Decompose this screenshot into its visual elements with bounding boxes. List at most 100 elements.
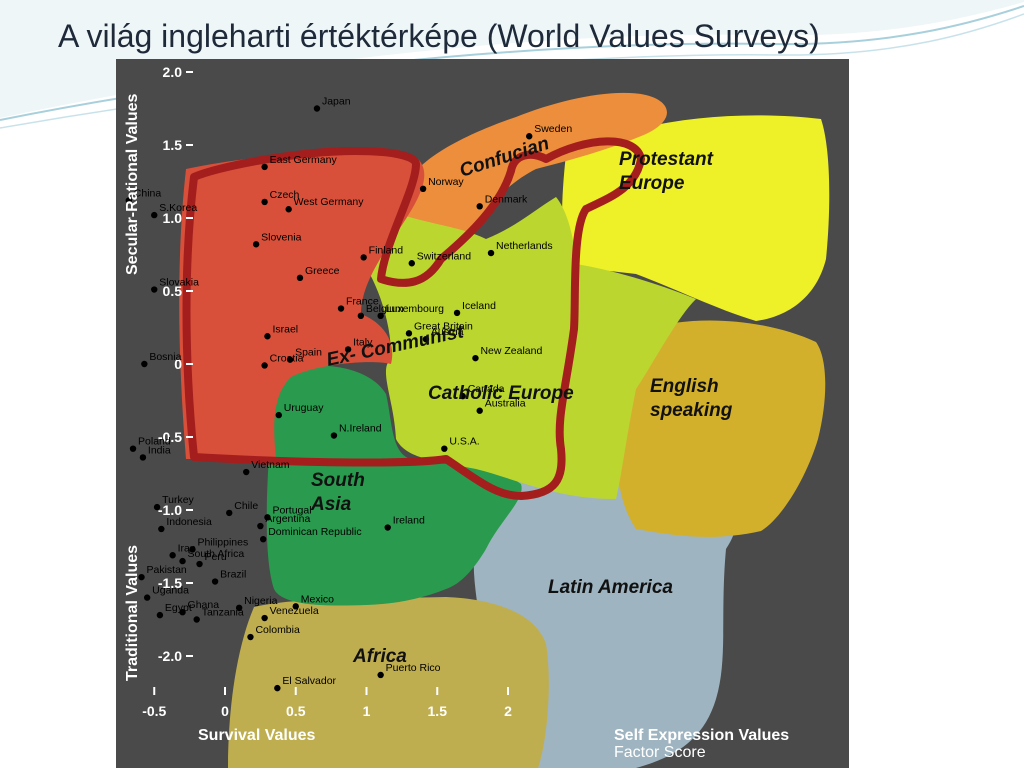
point-marker (139, 454, 147, 461)
point-label: Tanzania (202, 607, 244, 619)
point-label: Norway (428, 176, 464, 188)
point-label: Brazil (220, 569, 246, 581)
point-label: Ghana (188, 599, 220, 611)
point-label: Spain (295, 347, 322, 359)
point-marker (257, 522, 264, 530)
point-label: Denmark (485, 193, 528, 205)
point-marker (151, 286, 158, 293)
point-marker (153, 503, 161, 511)
point-label: Italy (353, 336, 373, 348)
y-tick-label: -2.0 (158, 648, 182, 664)
slide-title: A világ ingleharti értéktérképe (World V… (58, 18, 820, 54)
point-marker (156, 611, 164, 619)
point-label: Czech (270, 189, 300, 201)
region-confucian (396, 92, 667, 266)
region-ex-communist (179, 153, 425, 460)
point-marker (441, 445, 448, 452)
point-label: Uruguay (284, 402, 324, 414)
y-tick-label: -1.0 (158, 502, 182, 518)
point-label: New Zealand (480, 345, 542, 357)
point-marker (125, 197, 132, 204)
point-marker (247, 633, 254, 641)
point-label: Austria (431, 326, 464, 338)
point-marker (189, 546, 196, 553)
point-label: Israel (272, 323, 298, 335)
region-label: English speaking (650, 376, 733, 421)
point-label: Iran (178, 542, 196, 554)
point-label: Luxembourg (386, 303, 445, 315)
point-marker (158, 525, 165, 533)
point-label: China (134, 187, 162, 199)
point-marker (252, 241, 260, 248)
point-marker (274, 684, 281, 692)
y-tick-label: -0.5 (158, 429, 182, 445)
point-label: Finland (369, 244, 404, 256)
point-label: Pakistan (147, 564, 187, 576)
point-marker (226, 509, 233, 517)
point-label: Uganda (152, 585, 189, 597)
point-label: Dominican Republic (268, 526, 361, 538)
x-axis-label-left: Survival Values (198, 727, 316, 744)
region-label: Catholic Europe (428, 383, 574, 404)
point-marker (261, 614, 268, 622)
x-tick-label: -0.5 (142, 703, 166, 719)
point-marker (313, 105, 321, 112)
region-label: South Asia (310, 470, 365, 515)
point-marker (405, 330, 413, 337)
point-marker (344, 346, 352, 353)
point-marker (526, 133, 533, 140)
point-label: U.S.A. (449, 436, 479, 448)
point-label: Egypt (165, 602, 192, 614)
point-label: Croatia (270, 352, 304, 364)
point-label: India (148, 444, 171, 456)
region-africa (228, 597, 549, 768)
point-marker (453, 309, 461, 317)
point-marker (377, 312, 384, 320)
point-label: Portugal (272, 504, 311, 516)
point-label: France (346, 296, 379, 308)
point-label: Switzerland (417, 250, 471, 262)
y-axis-label-bottom: Traditional Values (124, 545, 141, 681)
point-marker (408, 260, 415, 267)
point-marker (261, 198, 268, 206)
point-marker (264, 333, 271, 340)
point-marker (138, 573, 145, 581)
point-label: Bosnia (149, 351, 181, 363)
region-ex-communist-outline (182, 137, 645, 500)
point-label: West Germany (294, 196, 365, 208)
point-marker (472, 354, 479, 362)
point-marker (292, 603, 299, 610)
point-marker (169, 552, 176, 559)
point-label: Great Britain (414, 320, 473, 332)
region-label: Latin America (548, 577, 673, 598)
x-axis-sublabel: Factor Score (614, 744, 706, 761)
x-tick-label: 2 (504, 703, 512, 719)
point-marker (487, 249, 495, 257)
y-tick-label: 1.5 (163, 137, 183, 153)
point-label: Belgium (366, 303, 404, 315)
point-marker (422, 335, 430, 343)
x-tick-label: 1 (363, 703, 371, 719)
point-label: Poland (138, 436, 171, 448)
point-label: Greece (305, 265, 340, 277)
value-map-chart: 2.01.51.00.50-0.5-1.0-1.5-2.0-2-1.5-1-0.… (116, 59, 849, 768)
point-label: El Salvador (282, 675, 336, 687)
point-label: South Africa (188, 548, 245, 560)
y-tick-label: 0.5 (163, 283, 183, 299)
region-english-speaking (617, 320, 826, 537)
region-label: Protestant Europe (619, 149, 714, 194)
point-marker (211, 578, 219, 585)
point-label: Vietnam (251, 459, 290, 471)
point-label: Colombia (255, 624, 300, 636)
point-label: Turkey (162, 494, 194, 506)
point-marker (179, 557, 186, 565)
region-label: Africa (352, 646, 407, 667)
point-marker (243, 468, 250, 476)
y-axis-label-top: Secular-Rational Values (124, 93, 141, 275)
point-marker (261, 163, 268, 171)
point-label: Philippines (197, 536, 248, 548)
point-label: Indonesia (166, 516, 212, 528)
point-marker (129, 445, 137, 452)
point-marker (296, 274, 304, 282)
x-tick-label: 1.5 (428, 703, 448, 719)
